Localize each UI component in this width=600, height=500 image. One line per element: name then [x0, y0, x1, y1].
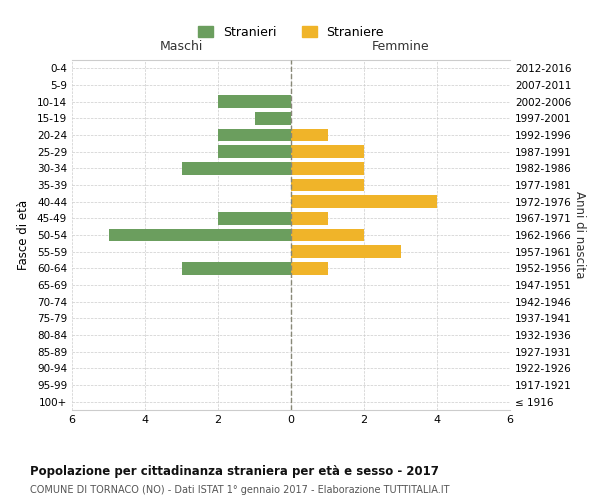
Bar	[291, 262, 328, 274]
Bar	[109, 229, 291, 241]
Legend: Stranieri, Straniere: Stranieri, Straniere	[193, 20, 389, 44]
Y-axis label: Anni di nascita: Anni di nascita	[572, 192, 586, 278]
Bar	[291, 128, 328, 141]
Bar	[182, 162, 291, 174]
Bar	[291, 179, 364, 191]
Bar	[291, 212, 328, 224]
Bar	[218, 146, 291, 158]
Text: Popolazione per cittadinanza straniera per età e sesso - 2017: Popolazione per cittadinanza straniera p…	[30, 465, 439, 478]
Bar	[182, 262, 291, 274]
Text: Maschi: Maschi	[160, 40, 203, 53]
Bar	[291, 246, 401, 258]
Bar	[218, 96, 291, 108]
Bar	[254, 112, 291, 124]
Bar	[291, 162, 364, 174]
Bar	[291, 229, 364, 241]
Text: COMUNE DI TORNACO (NO) - Dati ISTAT 1° gennaio 2017 - Elaborazione TUTTITALIA.IT: COMUNE DI TORNACO (NO) - Dati ISTAT 1° g…	[30, 485, 449, 495]
Y-axis label: Fasce di età: Fasce di età	[17, 200, 30, 270]
Text: Femmine: Femmine	[371, 40, 430, 53]
Bar	[218, 212, 291, 224]
Bar	[291, 146, 364, 158]
Bar	[291, 196, 437, 208]
Bar	[218, 128, 291, 141]
